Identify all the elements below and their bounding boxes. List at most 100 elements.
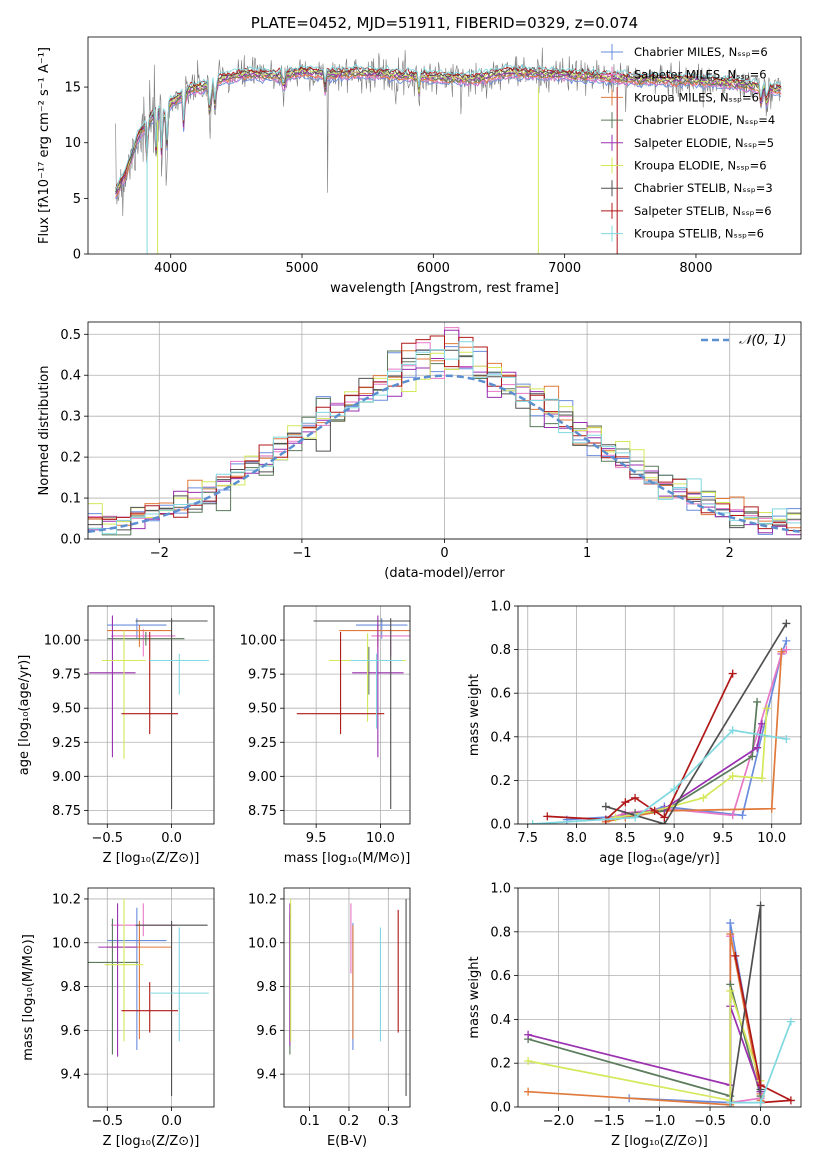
series-line [605,648,787,821]
plus-marker [782,645,791,654]
plus-marker [621,798,630,807]
y-tick-label: 0.2 [60,451,81,466]
y-tick-label: 5 [73,192,81,207]
y-axis-label: age [log₁₀(age/yr)] [17,655,32,776]
plus-marker [726,929,735,938]
plus-marker [756,901,765,910]
x-tick-label: 5000 [285,261,318,276]
y-axis-label: mass weight [467,674,482,756]
plus-marker [786,1096,795,1105]
x-tick-label: 0.1 [299,1114,320,1129]
y-tick-label: 0.6 [490,687,511,702]
plus-marker [782,636,791,645]
legend-entry: Kroupa ELODIE, Nₛₛₚ=6 [634,159,767,173]
histogram-step [88,341,801,535]
y-tick-label: 0.6 [490,969,511,984]
x-axis-label: age [log₁₀(age/yr)] [599,851,720,866]
plus-marker [726,919,735,928]
plus-marker [728,811,737,820]
x-tick-label: 9.5 [713,831,734,846]
plus-marker [601,802,610,811]
panel-massweight-vs-age: 7.5 8.0 8.5 9.0 9.5 10.0 0.0 0.2 0.4 0.6 0.8 1.0 age… [467,600,802,866]
y-tick-label: 10.00 [240,634,277,649]
plus-marker [753,743,762,752]
plus-marker [738,811,747,820]
y-tick-label: 9.4 [256,1068,277,1083]
y-tick-label: 10.0 [52,936,81,951]
plot-area [528,619,791,824]
y-tick-label: 0.1 [60,492,81,507]
plot-area [296,615,410,810]
y-tick-label: 0 [73,248,81,263]
panel-age-vs-mass: 9.5 10.0 8.75 9.00 9.25 9.50 9.75 10.00 mass [lo… [240,605,411,866]
x-tick-label: −0.5 [694,1114,726,1129]
y-tick-label: 0.4 [490,730,511,745]
axes-frame [517,605,802,825]
x-tick-label: 1 [583,546,591,561]
series-line [605,622,788,824]
x-axis-label: wavelength [Angstrom, rest frame] [330,281,559,296]
x-axis-label: Z [log₁₀(Z/Z⊙)] [103,851,200,866]
y-tick-label: 9.6 [60,1024,81,1039]
y-axis-label: Flux [fλ10⁻¹⁷ erg cm⁻² s⁻¹ A⁻¹] [37,47,52,244]
legend-entry: 𝒩(0, 1) [739,333,786,348]
y-tick-label: 15 [64,81,81,96]
x-tick-label: 0.2 [339,1114,360,1129]
x-tick-label: 8.0 [566,831,587,846]
y-tick-label: 10.2 [52,892,81,907]
plus-marker [756,1098,765,1107]
plus-marker [726,986,735,995]
y-tick-label: 0.2 [490,1057,511,1072]
panel-spectrum: 4000 5000 6000 7000 8000 0 5 10 15 wavelength [An… [37,14,802,296]
x-tick-label: −1.0 [644,1114,676,1129]
y-tick-label: 0.0 [60,533,81,548]
plus-marker [524,1030,533,1039]
series-line [527,984,762,1098]
panel-mass-vs-ebv: 0.1 0.2 0.3 9.4 9.6 9.8 10.0 10.2 E(B-V) [248,887,411,1149]
plus-marker [762,704,771,713]
x-tick-label: −0.5 [91,831,123,846]
axes-frame [87,605,215,825]
y-tick-label: 0.8 [490,925,511,940]
y-tick-label: 0.4 [490,1013,511,1028]
x-tick-label: 8.5 [615,831,636,846]
y-axis-label: mass weight [467,956,482,1038]
legend-entry: Kroupa MILES, Nₛₛₚ=6 [634,90,759,104]
plus-marker [782,619,791,628]
plus-marker [611,813,620,822]
y-tick-label: 9.4 [60,1068,81,1083]
y-tick-label: 1.0 [490,600,511,615]
x-tick-label: 9.0 [664,831,685,846]
y-tick-label: 10.2 [248,892,277,907]
y-tick-label: 0.5 [60,328,81,343]
gaussian-curve [88,374,801,534]
plus-marker [782,734,791,743]
panel-age-vs-z: −0.5 0.0 8.75 9.00 9.25 9.50 9.75 10.00 Z [log₁₀… [17,605,215,866]
x-tick-label: 0 [440,546,448,561]
plot-area [88,898,209,1097]
x-tick-label: 10.0 [757,831,786,846]
x-tick-label: 0.0 [161,1114,182,1129]
y-axis-label: Normed distribution [37,366,52,496]
legend-entry: Salpeter MILES, Nₛₛₚ=6 [634,68,767,82]
legend-entry: Chabrier ELODIE, Nₛₛₚ=4 [634,113,775,127]
x-axis-label: Z [log₁₀(Z/Z⊙)] [611,1134,708,1149]
y-tick-label: 10.00 [44,634,81,649]
model-spectrum-line [115,65,782,189]
y-tick-label: 0.8 [490,643,511,658]
axes-frame [283,887,411,1108]
y-tick-label: 0.3 [60,410,81,425]
x-tick-label: 0.0 [750,1114,771,1129]
plus-marker [524,1057,533,1066]
plus-marker [786,1017,795,1026]
y-tick-label: 1.0 [490,882,511,897]
x-tick-label: 9.5 [306,831,327,846]
series-line [734,955,795,1104]
plus-marker [767,804,776,813]
x-tick-label: 8000 [679,261,712,276]
legend-entry: Chabrier STELIB, Nₛₛₚ=3 [634,181,773,195]
axes-frame [283,605,411,825]
x-tick-label: −1.5 [593,1114,625,1129]
x-tick-label: 0.3 [378,1114,399,1129]
